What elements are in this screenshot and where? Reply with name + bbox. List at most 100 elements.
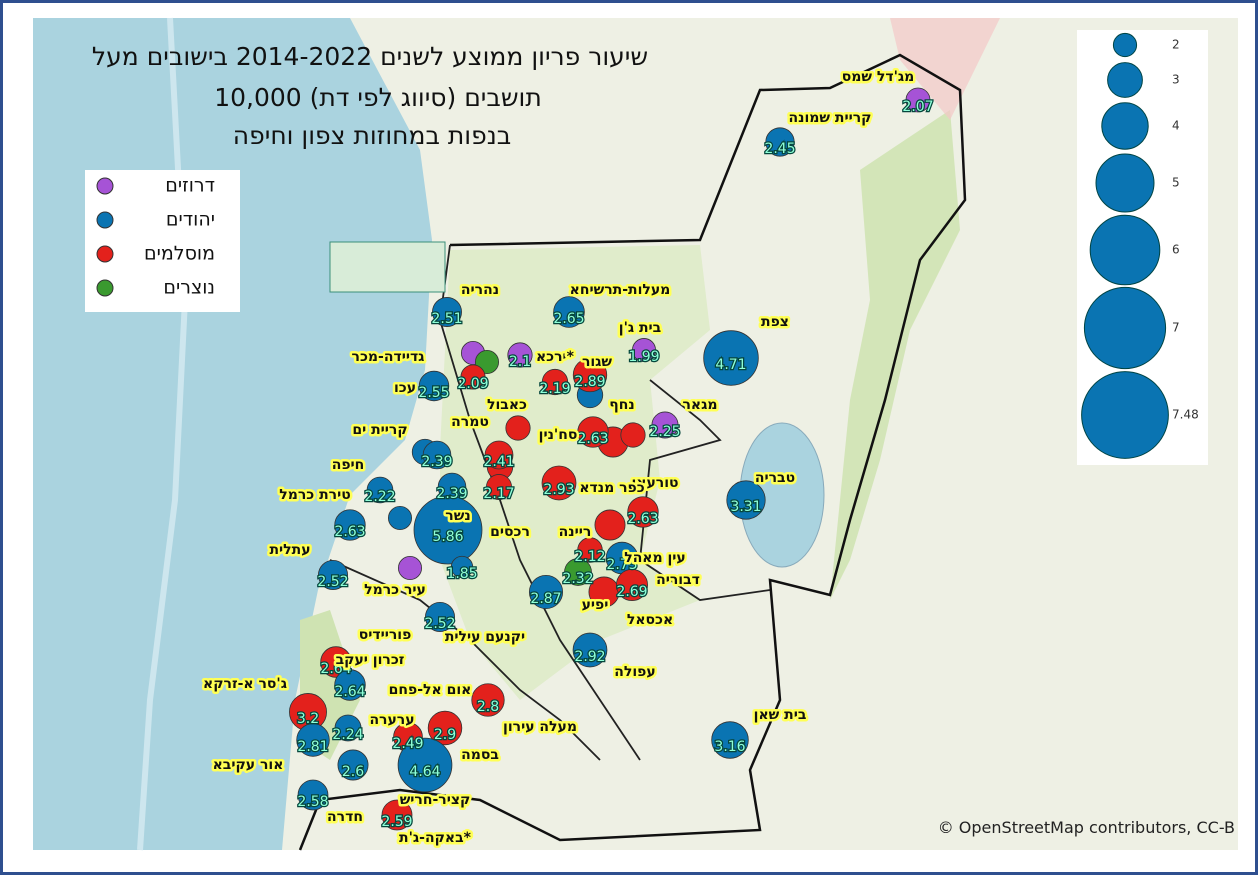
bubble bbox=[632, 338, 656, 362]
place-name: בסמה bbox=[461, 747, 499, 763]
value-label: 2.69 bbox=[616, 584, 647, 600]
value-label: 2.39 bbox=[421, 454, 452, 470]
bubble bbox=[334, 669, 366, 701]
place-name: אכסאל bbox=[627, 612, 673, 628]
place-name: בית שאן bbox=[754, 707, 807, 723]
value-label: 2.49 bbox=[392, 736, 423, 752]
subdistrict-border bbox=[329, 244, 771, 761]
bubble bbox=[471, 683, 505, 717]
place-name: ג'סר א-זרקא bbox=[203, 676, 287, 692]
legend-swatch bbox=[96, 245, 114, 263]
size-label: 6 bbox=[1172, 243, 1180, 257]
bubble bbox=[424, 601, 456, 633]
value-label: 5.86 bbox=[432, 529, 463, 545]
place-name: טמרה bbox=[451, 414, 489, 430]
bubble bbox=[711, 721, 749, 759]
value-label: 2.63 bbox=[334, 524, 365, 540]
legend-label: יהודים bbox=[166, 209, 215, 231]
place-name: כפר מנדא bbox=[579, 480, 644, 496]
place-name: אום אל-פחם bbox=[389, 682, 472, 698]
place-name: זכרון יעקב bbox=[336, 652, 405, 668]
place-name: עין מאהל bbox=[624, 550, 686, 566]
value-label: 2.6 bbox=[342, 764, 364, 780]
size-swatch bbox=[1095, 153, 1155, 213]
legend-label: מוסלמים bbox=[144, 243, 215, 265]
bubble bbox=[320, 646, 352, 678]
bubble bbox=[427, 710, 463, 746]
bubble bbox=[651, 411, 679, 439]
place-name: קריית שמונה bbox=[789, 110, 872, 126]
bubble bbox=[726, 480, 766, 520]
place-name: חיפה bbox=[332, 457, 365, 473]
value-label: 2.19 bbox=[539, 381, 570, 397]
bubble bbox=[397, 556, 422, 581]
bubble bbox=[432, 297, 462, 327]
value-label: 2.12 bbox=[574, 549, 605, 565]
bubble bbox=[337, 749, 369, 781]
value-label: 2.45 bbox=[764, 141, 795, 157]
value-label: 3.2 bbox=[297, 711, 319, 727]
bubble bbox=[413, 495, 483, 565]
bubble bbox=[594, 509, 626, 541]
bubble bbox=[528, 574, 564, 610]
place-name: עתלית bbox=[269, 542, 310, 558]
value-label: 2.51 bbox=[431, 311, 462, 327]
value-label: 2.92 bbox=[574, 649, 605, 665]
bubble bbox=[450, 555, 474, 579]
reserve-box bbox=[329, 241, 446, 293]
value-label: 2.81 bbox=[297, 739, 328, 755]
bubble bbox=[484, 440, 514, 470]
place-name: ריינה bbox=[559, 524, 592, 540]
bubble bbox=[507, 342, 533, 368]
bubble bbox=[460, 364, 486, 390]
place-name: ערערה bbox=[369, 712, 414, 728]
bubble bbox=[317, 559, 349, 591]
title-line: בנפות במחוזות צפון וחיפה bbox=[233, 121, 511, 150]
legend-label: נוצרים bbox=[163, 277, 215, 299]
place-name: פוריידיס bbox=[359, 627, 412, 643]
bubble bbox=[297, 779, 329, 811]
place-name: יפיע bbox=[582, 597, 609, 613]
zone bbox=[890, 18, 1000, 120]
size-label: 3 bbox=[1172, 73, 1180, 87]
title-line: 10,000 תושבים (סיווג לפי דת) bbox=[214, 83, 542, 112]
bubble bbox=[422, 440, 452, 470]
value-label: 2.52 bbox=[424, 616, 455, 632]
bubble bbox=[296, 723, 330, 757]
bubble bbox=[505, 415, 531, 441]
bubble bbox=[334, 509, 366, 541]
size-label: 7.48 bbox=[1172, 408, 1199, 422]
place-name: אור עקיבא bbox=[213, 757, 284, 773]
place-name: מג'דל שמס bbox=[842, 69, 915, 85]
size-swatch bbox=[1112, 32, 1138, 58]
size-label: 2 bbox=[1172, 38, 1180, 52]
place-name: שגור bbox=[582, 354, 612, 370]
place-name: צפת bbox=[761, 314, 789, 330]
place-name: באקה-ג'ת* bbox=[399, 830, 472, 846]
place-name: נהריה bbox=[461, 282, 499, 298]
size-swatch bbox=[1081, 371, 1169, 459]
value-label: 2.1 bbox=[509, 354, 531, 370]
bubble bbox=[418, 370, 450, 402]
size-swatch bbox=[1083, 286, 1167, 370]
place-name: מגאר bbox=[682, 397, 717, 413]
size-swatch bbox=[1107, 62, 1143, 98]
bubble bbox=[572, 632, 608, 668]
value-label: 1.85 bbox=[446, 566, 477, 582]
place-name: טבריה bbox=[755, 470, 795, 486]
place-name: עיר כרמל bbox=[364, 582, 426, 598]
value-label: 4.71 bbox=[715, 357, 746, 373]
place-name: עכו bbox=[394, 380, 416, 396]
place-name: גדיידה-מכר bbox=[352, 349, 425, 365]
bubble bbox=[564, 558, 592, 586]
bubbles bbox=[289, 87, 931, 831]
value-label: 2.58 bbox=[297, 794, 328, 810]
value-label: 2.32 bbox=[562, 571, 593, 587]
value-label: 3.16 bbox=[714, 739, 745, 755]
value-label: 2.22 bbox=[364, 489, 395, 505]
value-label: 2.63 bbox=[627, 511, 658, 527]
value-label: 2.65 bbox=[553, 311, 584, 327]
place-name: סח'נין bbox=[539, 427, 578, 443]
bubble bbox=[577, 537, 603, 563]
